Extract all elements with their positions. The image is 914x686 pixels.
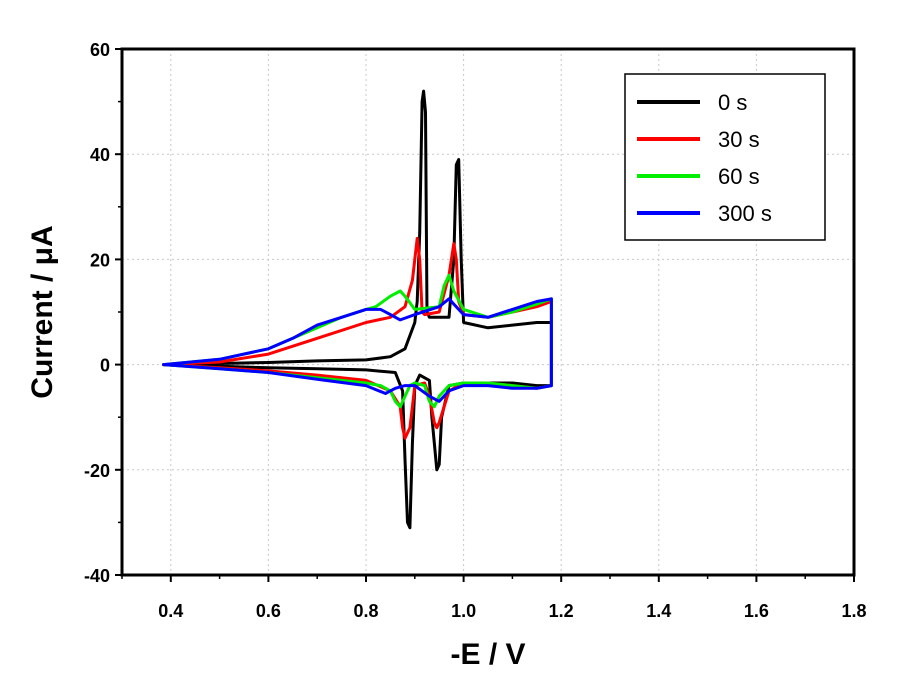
- legend-label: 30 s: [718, 127, 760, 152]
- x-tick-label: 0.8: [353, 601, 378, 621]
- series-layer: [162, 89, 553, 530]
- legend-label: 0 s: [718, 90, 747, 115]
- x-tick-label: 1.4: [646, 601, 671, 621]
- y-tick-label: 60: [90, 40, 110, 60]
- x-tick-label: 0.4: [158, 601, 183, 621]
- y-tick-label: 40: [90, 145, 110, 165]
- legend-label: 300 s: [718, 201, 772, 226]
- y-tick-label: 20: [90, 250, 110, 270]
- x-tick-label: 1.6: [744, 601, 769, 621]
- legend-label: 60 s: [718, 164, 760, 189]
- y-tick-label: 0: [100, 356, 110, 376]
- y-tick-label: -40: [84, 566, 110, 586]
- x-axis-label: -E / V: [450, 638, 525, 671]
- axes: 0.4 0.6 0.8 1.0 1.2 1.4 1.6 1.8 -40 -20 0 20 40 60: [84, 40, 867, 621]
- x-tick-label: 1.2: [549, 601, 574, 621]
- y-tick-label: -20: [84, 461, 110, 481]
- x-tick-label: 1.0: [451, 601, 476, 621]
- x-tick-label: 1.8: [841, 601, 866, 621]
- x-tick-label: 0.6: [256, 601, 281, 621]
- legend: 0 s 30 s 60 s 300 s: [624, 73, 826, 241]
- series-line-300-s: [162, 297, 553, 403]
- y-axis-label: Current / μA: [26, 225, 59, 398]
